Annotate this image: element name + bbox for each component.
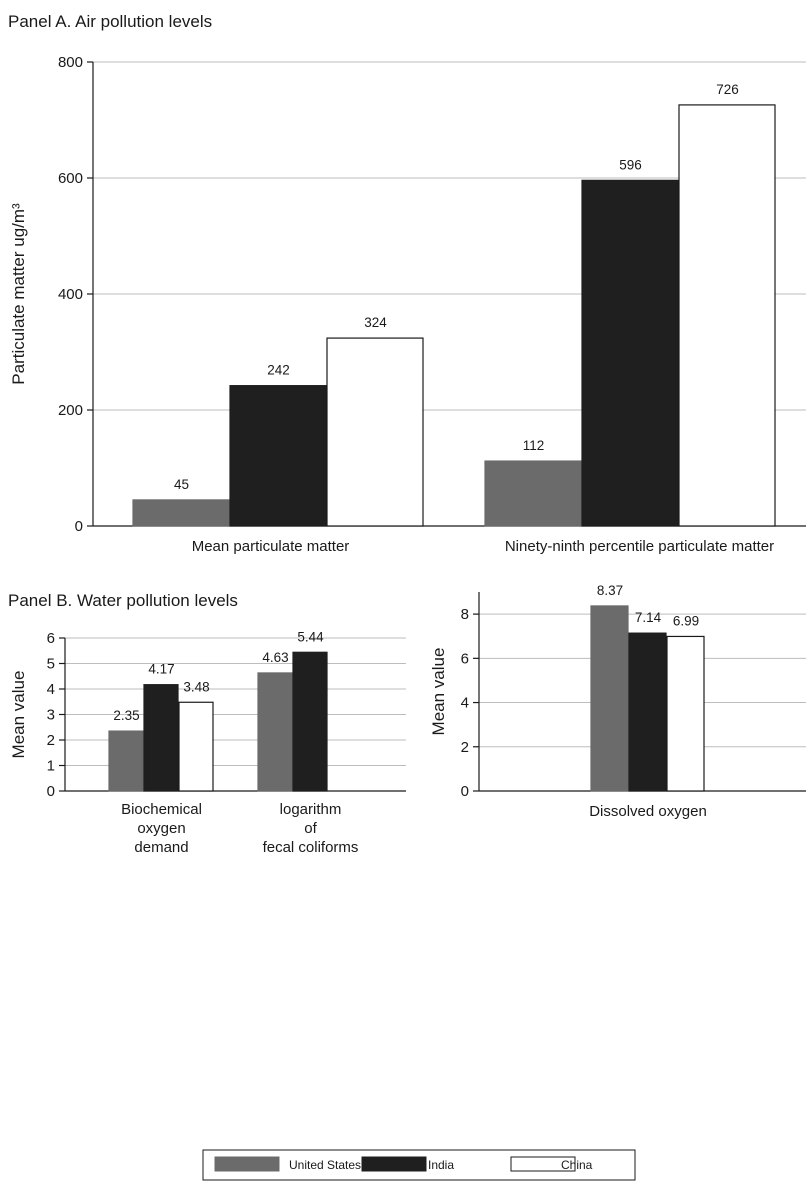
bar-united-states [484, 460, 582, 527]
value-label: 596 [619, 157, 642, 172]
bar-india [143, 684, 179, 792]
category-label: Dissolved oxygen [589, 803, 707, 820]
category-label: Biochemical [121, 801, 202, 818]
panel-b-title: Panel B. Water pollution levels [8, 591, 238, 610]
bar-united-states [132, 499, 230, 527]
value-label: 4.63 [262, 650, 288, 665]
value-label: 8.37 [597, 583, 623, 598]
legend-swatch-china [510, 1156, 576, 1172]
bar-india [292, 651, 328, 792]
category-label: Mean particulate matter [192, 538, 350, 555]
legend-label: United States [289, 1158, 361, 1172]
y-tick-label: 1 [47, 758, 55, 775]
value-label: 112 [523, 438, 545, 453]
panel-b-left-chart: 0 1 2 3 4 5 6 Mean value 2.35 4.17 3.48 Biochemical… [9, 629, 406, 856]
legend-swatch-united-states [214, 1156, 280, 1172]
value-label: 3.48 [183, 679, 209, 694]
legend-label: China [561, 1158, 593, 1172]
panel-a-chart: 0 200 400 600 800 Particulate matter ug/m³ 45 2… [9, 54, 806, 555]
panel-a-title: Panel A. Air pollution levels [8, 12, 212, 31]
category-label: oxygen [137, 820, 185, 837]
category-label: logarithm [280, 801, 342, 818]
y-tick-label: 200 [58, 402, 83, 419]
value-label: 7.14 [635, 610, 662, 625]
y-tick-label: 4 [47, 681, 55, 698]
category-label: fecal coliforms [263, 839, 359, 856]
bar-china [178, 701, 214, 792]
value-label: 6.99 [673, 613, 699, 628]
bar-china [666, 635, 705, 792]
value-label: 2.35 [113, 708, 139, 723]
bar-united-states [108, 730, 144, 792]
y-tick-label: 400 [58, 286, 83, 303]
y-tick-label: 6 [461, 650, 469, 667]
value-label: 45 [174, 477, 189, 492]
y-tick-label: 3 [47, 707, 55, 724]
y-tick-label: 4 [461, 695, 469, 712]
y-tick-label: 0 [47, 783, 55, 800]
legend-swatch-india [361, 1156, 427, 1172]
y-tick-label: 2 [47, 732, 55, 749]
y-tick-label: 6 [47, 630, 55, 647]
value-label: 242 [267, 363, 290, 378]
value-label: 4.17 [148, 662, 174, 677]
y-tick-label: 8 [461, 606, 469, 623]
category-label: Ninety-ninth percentile particulate matt… [505, 538, 774, 555]
bar-united-states [257, 672, 293, 792]
legend-label: India [428, 1158, 454, 1172]
y-tick-label: 5 [47, 656, 55, 673]
y-axis-label: Particulate matter ug/m³ [9, 203, 28, 385]
y-tick-label: 0 [461, 783, 469, 800]
bar-india [229, 385, 327, 527]
bar-united-states [590, 605, 629, 792]
y-tick-label: 2 [461, 739, 469, 756]
bar-china [326, 337, 424, 527]
y-tick-label: 600 [58, 170, 83, 187]
bar-india [581, 179, 679, 527]
y-tick-label: 0 [75, 518, 83, 535]
y-axis-label: Mean value [9, 671, 28, 759]
y-axis-label: Mean value [429, 648, 448, 736]
value-label: 324 [364, 315, 387, 330]
panel-b-right-chart: 0 2 4 6 8 Mean value 8.37 7.14 6.99 Dissolved oxy… [429, 583, 806, 820]
category-label: of [304, 820, 317, 837]
bar-china [678, 104, 776, 527]
value-label: 5.44 [297, 629, 324, 644]
legend: United States India China [202, 1149, 636, 1181]
value-label: 726 [716, 82, 739, 97]
y-tick-label: 800 [58, 54, 83, 71]
bar-india [628, 632, 667, 792]
category-label: demand [134, 839, 188, 856]
